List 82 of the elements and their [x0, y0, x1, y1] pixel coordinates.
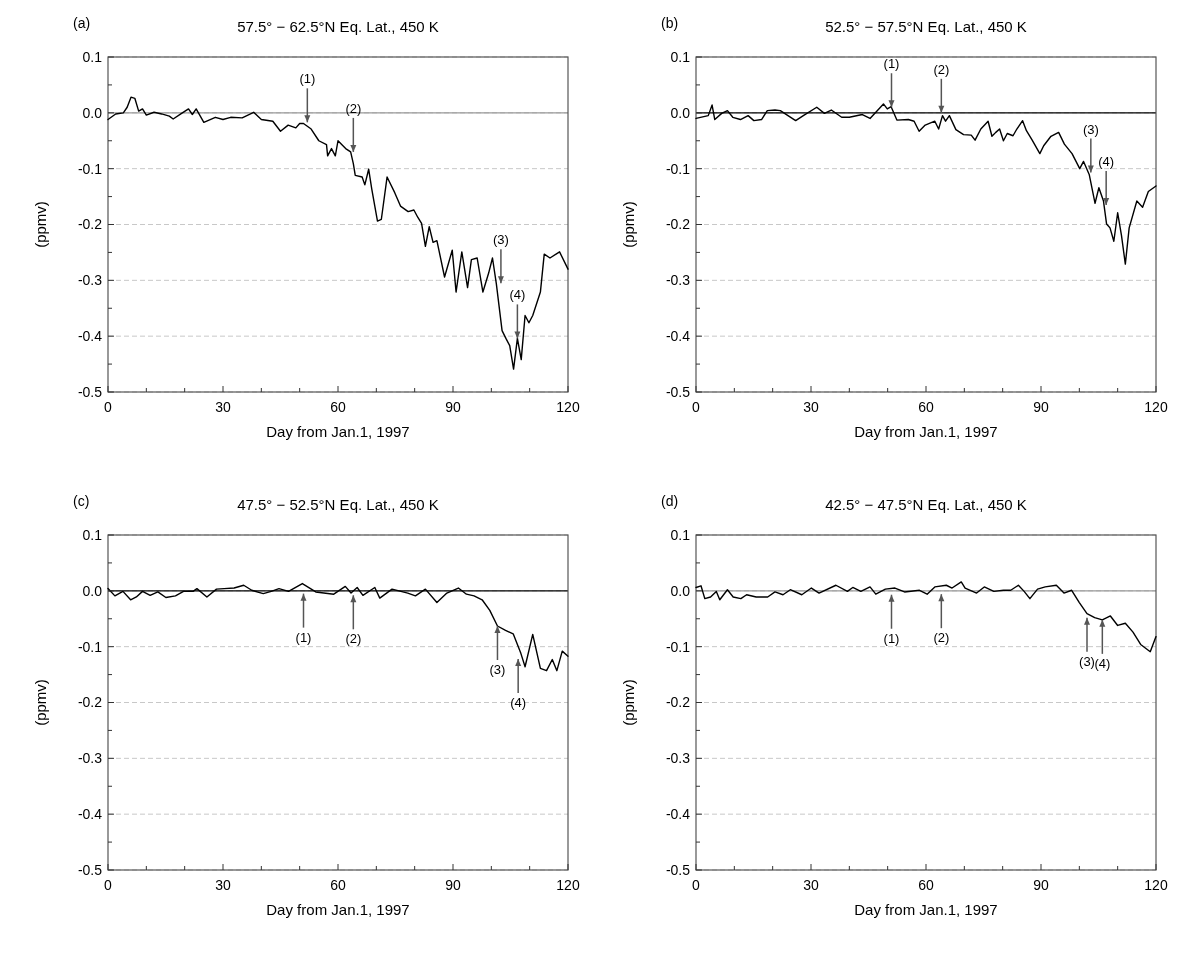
- y-tick-label: -0.5: [77, 383, 103, 400]
- y-tick-label: -0.2: [77, 216, 103, 233]
- annotation: (3): [489, 662, 506, 678]
- x-axis-title: Day from Jan.1, 1997: [854, 901, 998, 918]
- y-tick-label: -0.1: [665, 638, 691, 655]
- x-tick-label: 30: [215, 877, 231, 893]
- y-tick-label: 0.1: [670, 48, 691, 65]
- chart-title: 52.5° − 57.5°N Eq. Lat., 450 K: [825, 18, 1027, 35]
- x-tick-label: 120: [556, 399, 580, 415]
- x-tick-label: 30: [803, 399, 819, 415]
- x-tick-label: 0: [692, 399, 701, 415]
- line-series: [695, 581, 1157, 653]
- annotation: (3): [1079, 653, 1095, 669]
- y-tick-label: -0.4: [665, 328, 691, 345]
- annotation: (1): [299, 71, 316, 87]
- annotation: (2): [933, 61, 950, 77]
- x-tick-label: 30: [803, 877, 819, 893]
- annotation: (4): [510, 694, 527, 710]
- y-tick-label: -0.3: [665, 272, 691, 289]
- y-tick-label: -0.4: [77, 328, 103, 345]
- y-axis-title: (ppmv): [620, 201, 637, 248]
- y-tick-label: 0.0: [670, 582, 691, 599]
- x-axis-title: Day from Jan.1, 1997: [266, 901, 410, 918]
- annotation: (4): [1098, 153, 1115, 169]
- chart-title: 57.5° − 62.5°N Eq. Lat., 450 K: [237, 18, 439, 35]
- x-tick-label: 90: [445, 399, 461, 415]
- x-tick-label: 90: [1033, 877, 1049, 893]
- text: (d): [661, 493, 679, 509]
- x-tick-label: 30: [215, 399, 231, 415]
- y-tick-label: 0.0: [82, 104, 103, 121]
- chart-title: 42.5° − 47.5°N Eq. Lat., 450 K: [825, 496, 1027, 513]
- annotation: (2): [933, 630, 950, 646]
- x-tick-label: 120: [556, 877, 580, 893]
- y-tick-label: -0.2: [77, 694, 103, 711]
- y-tick-label: -0.1: [665, 160, 691, 177]
- y-tick-label: -0.2: [665, 694, 691, 711]
- annotation: (3): [492, 232, 509, 248]
- line-series: [107, 96, 569, 370]
- x-tick-label: 0: [692, 877, 701, 893]
- x-tick-label: 90: [445, 877, 461, 893]
- y-tick-label: -0.3: [77, 272, 103, 289]
- y-tick-label: -0.4: [77, 806, 103, 823]
- y-tick-label: -0.1: [77, 638, 103, 655]
- y-tick-label: -0.1: [77, 160, 103, 177]
- text: (b): [661, 15, 679, 31]
- x-tick-label: 90: [1033, 399, 1049, 415]
- x-tick-label: 120: [1144, 399, 1168, 415]
- y-axis-title: (ppmv): [32, 679, 49, 726]
- y-tick-label: 0.1: [82, 526, 103, 543]
- y-tick-label: -0.5: [77, 861, 103, 878]
- annotation: (3): [1082, 121, 1099, 137]
- y-tick-label: -0.4: [665, 806, 691, 823]
- text: (c): [73, 493, 90, 509]
- y-axis-title: (ppmv): [620, 679, 637, 726]
- annotation: (2): [345, 631, 362, 647]
- x-tick-label: 60: [330, 399, 346, 415]
- x-tick-label: 60: [330, 877, 346, 893]
- y-tick-label: -0.3: [665, 750, 691, 767]
- y-tick-label: 0.0: [82, 582, 103, 599]
- y-tick-label: -0.5: [665, 383, 691, 400]
- y-tick-label: 0.1: [670, 526, 691, 543]
- y-tick-label: 0.1: [82, 48, 103, 65]
- x-axis-title: Day from Jan.1, 1997: [266, 423, 410, 440]
- annotation: (4): [509, 287, 526, 303]
- x-tick-label: 0: [104, 399, 113, 415]
- y-tick-label: 0.0: [670, 104, 691, 121]
- annotation: (1): [883, 630, 900, 646]
- text: (a): [73, 15, 91, 31]
- y-axis-title: (ppmv): [32, 201, 49, 248]
- y-tick-label: -0.3: [77, 750, 103, 767]
- annotation: (4): [1094, 655, 1111, 671]
- x-tick-label: 120: [1144, 877, 1168, 893]
- x-axis-title: Day from Jan.1, 1997: [854, 423, 998, 440]
- chart-title: 47.5° − 52.5°N Eq. Lat., 450 K: [237, 496, 439, 513]
- annotation: (2): [345, 100, 362, 116]
- y-tick-label: -0.2: [665, 216, 691, 233]
- annotation: (1): [883, 56, 900, 72]
- x-tick-label: 0: [104, 877, 113, 893]
- y-tick-label: -0.5: [665, 861, 691, 878]
- annotation: (1): [295, 629, 312, 645]
- x-tick-label: 60: [918, 877, 934, 893]
- x-tick-label: 60: [918, 399, 934, 415]
